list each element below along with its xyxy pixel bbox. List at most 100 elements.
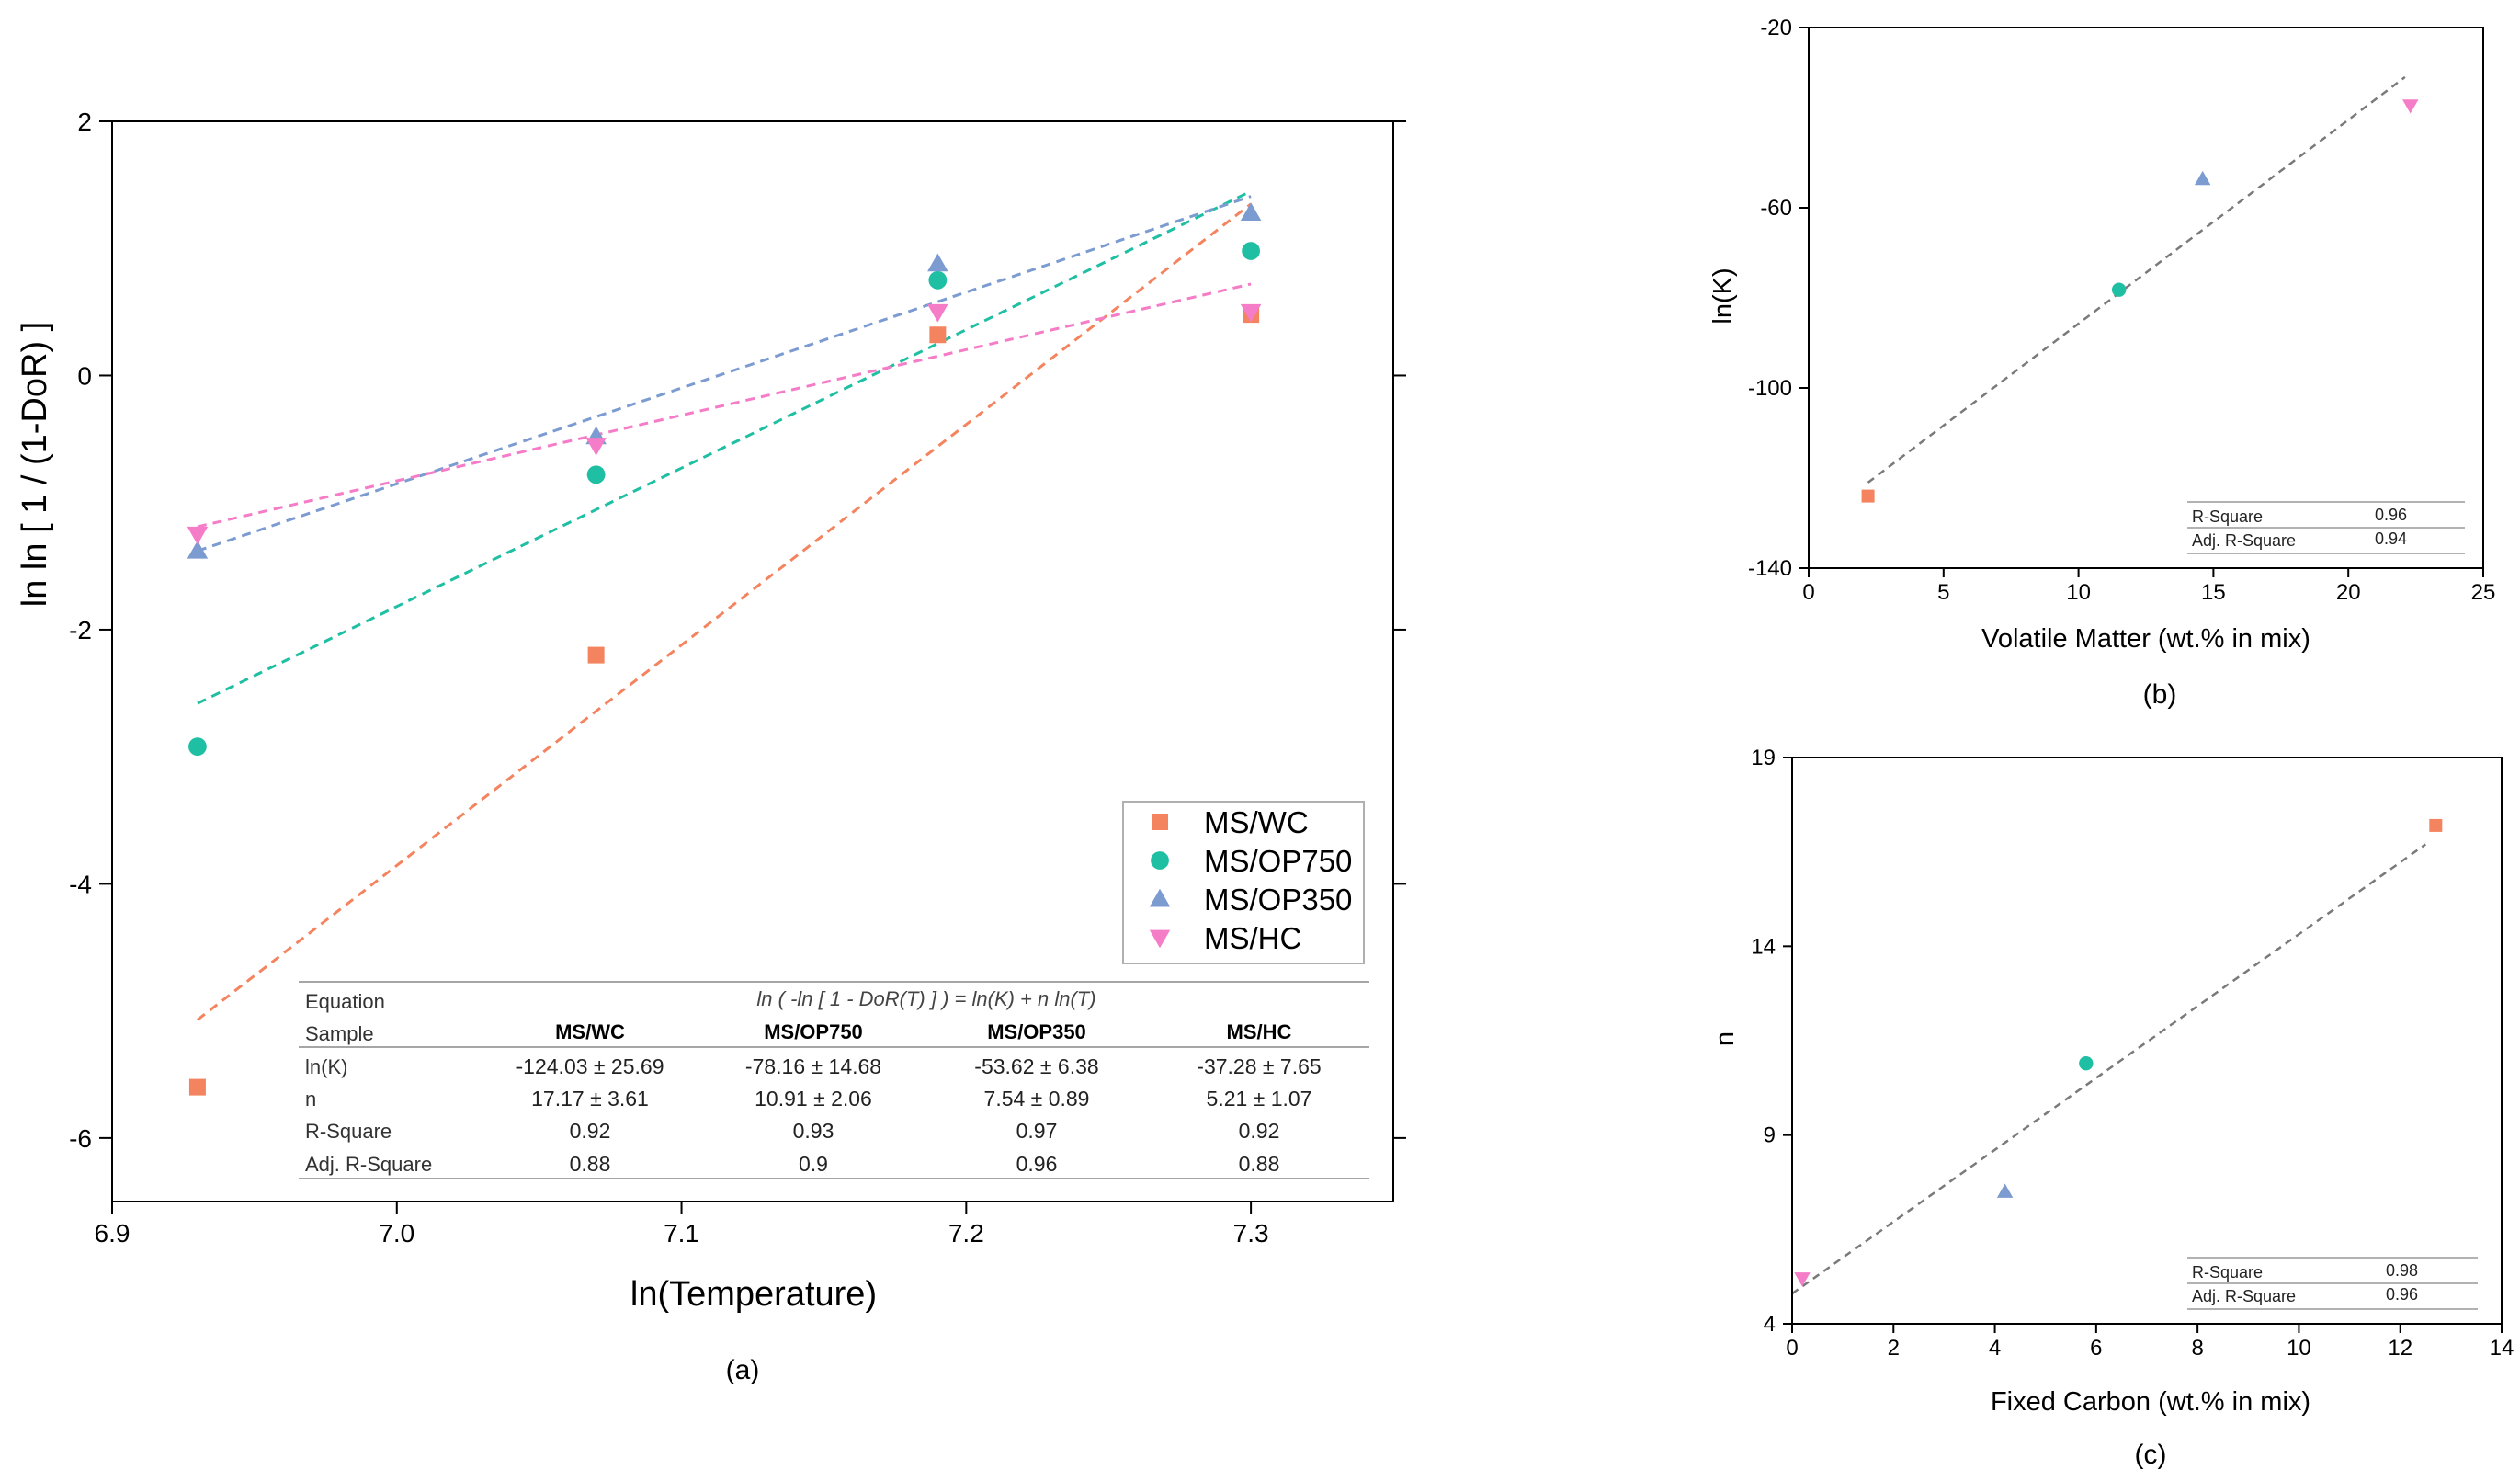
chart-c-plot-frame xyxy=(1791,757,2503,1325)
stats-value: 0.98 xyxy=(2386,1261,2418,1280)
chart-c-axes: 0 2 4 6 8 10 12 14 19 14 9 4 xyxy=(1751,746,2514,1361)
chart-a-ylabel: ln ln [ 1 / (1-DoR) ] xyxy=(16,322,54,607)
chart-b-panel-label: (b) xyxy=(2143,679,2177,710)
legend-label-ms-op750: MS/OP750 xyxy=(1204,844,1352,878)
chart-a-plot-frame xyxy=(111,120,1394,1202)
chart-c-y-tick-label: 19 xyxy=(1751,746,1776,770)
table-cell: 0.9 xyxy=(799,1152,828,1176)
chart-b-plot-frame xyxy=(1808,27,2484,569)
chart-b-point-ms-op750 xyxy=(2111,282,2127,297)
data-point-ms-wc xyxy=(188,1078,206,1096)
chart-b-y-tick-label: -100 xyxy=(1748,376,1792,401)
fit-line-ms-wc xyxy=(197,202,1253,1021)
chart-c-point-ms-op350 xyxy=(1996,1183,2014,1198)
chart-c-fit-line xyxy=(1791,843,2427,1295)
chart-c-x-tick-label: 4 xyxy=(1989,1336,2001,1361)
chart-a-legend: MS/WC MS/OP750 MS/OP350 MS/HC xyxy=(1122,801,1365,964)
chart-b-y-tick-label: -20 xyxy=(1760,16,1792,40)
chart-c-y-tick-label: 9 xyxy=(1764,1123,1776,1148)
chart-c-x-tick-label: 12 xyxy=(2388,1336,2412,1361)
chart-a-fit-lines xyxy=(197,189,1253,1021)
table-cell: -78.16 ± 14.68 xyxy=(745,1054,881,1078)
table-cell: 5.21 ± 1.07 xyxy=(1207,1087,1312,1111)
data-point-ms-op750 xyxy=(188,737,207,757)
chart-a-panel-label: (a) xyxy=(726,1355,760,1385)
fit-line-ms-hc xyxy=(197,282,1252,529)
legend-label-ms-op350: MS/OP350 xyxy=(1204,883,1352,917)
chart-a-x-tick-label: 6.9 xyxy=(95,1219,131,1247)
table-sample-label: Sample xyxy=(305,1022,374,1045)
panel-b: 0 5 10 15 20 25 -20 -60 -100 -140 Volatile Matter… xyxy=(1708,16,2495,710)
chart-b-fit-line xyxy=(1867,75,2406,484)
chart-b-xlabel: Volatile Matter (wt.% in mix) xyxy=(1981,624,2310,654)
chart-b-x-tick-label: 10 xyxy=(2066,580,2091,605)
table-cell: -53.62 ± 6.38 xyxy=(974,1054,1098,1078)
stats-value: 0.94 xyxy=(2375,530,2407,548)
chart-b-y-tick-label: -60 xyxy=(1760,196,1792,221)
chart-a-x-tick-label: 7.2 xyxy=(948,1219,984,1247)
chart-c-points xyxy=(1794,818,2443,1287)
chart-a-fit-table: Equation ln ( -ln [ 1 - DoR(T) ] ) = ln(… xyxy=(299,981,1369,1179)
stats-value: 0.96 xyxy=(2386,1285,2418,1304)
chart-a-points xyxy=(187,202,1262,1096)
legend-marker-ms-hc xyxy=(1149,929,1171,949)
panel-c: 0 2 4 6 8 10 12 14 19 14 9 4 Fixed Carbon (wt.% in … xyxy=(1710,746,2514,1470)
chart-a-y-tick-label: 0 xyxy=(77,361,92,390)
stats-label: Adj. R-Square xyxy=(2192,1287,2296,1305)
chart-b-x-tick-label: 0 xyxy=(1802,580,1814,605)
data-point-ms-op750 xyxy=(1242,242,1261,260)
chart-b-point-ms-wc xyxy=(1861,489,1875,503)
data-point-ms-op750 xyxy=(586,465,606,484)
legend-marker-ms-op750 xyxy=(1151,851,1169,870)
chart-c-point-ms-hc xyxy=(1794,1272,1811,1287)
table-cell: 7.54 ± 0.89 xyxy=(984,1087,1090,1111)
table-col-ms-hc: MS/HC xyxy=(1227,1020,1292,1043)
table-cell: 0.88 xyxy=(1239,1152,1280,1176)
table-row-label: Adj. R-Square xyxy=(305,1153,432,1176)
legend-marker-ms-wc xyxy=(1152,814,1168,830)
chart-c-xlabel: Fixed Carbon (wt.% in mix) xyxy=(1991,1387,2310,1417)
legend-label-ms-hc: MS/HC xyxy=(1204,921,1301,955)
chart-c-x-tick-label: 14 xyxy=(2490,1336,2514,1361)
panel-a: 6.9 7.0 7.1 7.2 7.320-2-4-6 ln(Temperature) … xyxy=(16,108,1406,1385)
chart-b-y-tick-label: -140 xyxy=(1748,556,1792,581)
chart-a-y-tick-label: 2 xyxy=(77,108,92,136)
chart-b-ylabel: ln(K) xyxy=(1708,268,1738,324)
data-point-ms-hc xyxy=(1240,303,1262,323)
chart-c-x-tick-label: 10 xyxy=(2287,1336,2311,1361)
chart-c-x-tick-label: 8 xyxy=(2191,1336,2203,1361)
chart-a-xlabel: ln(Temperature) xyxy=(630,1275,877,1314)
chart-b-point-ms-op350 xyxy=(2194,170,2211,186)
chart-b-x-tick-label: 5 xyxy=(1937,580,1949,605)
chart-c-stats-box: R-Square 0.98 Adj. R-Square 0.96 xyxy=(2187,1257,2478,1310)
chart-a-axes: 6.9 7.0 7.1 7.2 7.3 2 0 -2 -4 -6 xyxy=(69,108,1406,1247)
data-point-ms-op350 xyxy=(187,540,209,559)
legend-markers xyxy=(1149,814,1171,949)
table-row-label: n xyxy=(305,1088,316,1111)
table-cell: 0.88 xyxy=(570,1152,611,1176)
data-point-ms-wc xyxy=(587,646,605,664)
table-cell: 0.97 xyxy=(1016,1119,1058,1143)
table-row-label: ln(K) xyxy=(305,1055,347,1078)
table-cell: 0.93 xyxy=(793,1119,834,1143)
data-point-ms-op750 xyxy=(928,270,948,290)
data-point-ms-hc xyxy=(585,438,607,456)
chart-c-point-ms-op750 xyxy=(2079,1055,2094,1071)
data-point-ms-op350 xyxy=(927,253,948,272)
chart-b-x-tick-label: 20 xyxy=(2336,580,2361,605)
chart-c-x-tick-label: 0 xyxy=(1786,1336,1798,1361)
chart-a-y-tick-label: -2 xyxy=(69,616,92,644)
data-point-ms-hc xyxy=(187,526,209,545)
table-cell: 0.96 xyxy=(1016,1152,1058,1176)
table-equation: ln ( -ln [ 1 - DoR(T) ] ) = ln(K) + n ln… xyxy=(756,987,1095,1010)
stats-label: R-Square xyxy=(2192,1263,2263,1282)
chart-b-x-tick-label: 15 xyxy=(2201,580,2226,605)
table-col-ms-wc: MS/WC xyxy=(555,1020,625,1043)
table-col-ms-op750: MS/OP750 xyxy=(764,1020,863,1043)
chart-c-x-tick-label: 2 xyxy=(1888,1336,1900,1361)
table-cell: 0.92 xyxy=(570,1119,611,1143)
table-col-ms-op350: MS/OP350 xyxy=(987,1020,1086,1043)
table-cell: 17.17 ± 3.61 xyxy=(531,1087,649,1111)
